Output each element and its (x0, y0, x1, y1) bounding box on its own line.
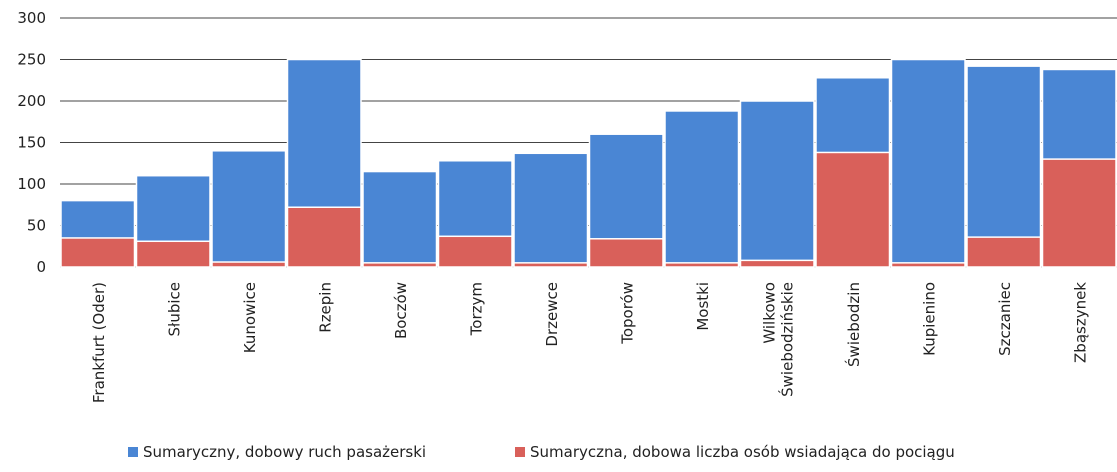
legend-swatch (515, 447, 525, 457)
bar (664, 262, 740, 268)
x-tick-label-group: Drzewce (543, 282, 561, 347)
y-tick-label: 300 (17, 9, 46, 27)
bar (362, 262, 438, 268)
x-tick-label: WilkowoŚwiebodzińskie (760, 282, 796, 397)
x-tick-label: Zbąszynek (1071, 282, 1089, 363)
bar (513, 262, 589, 268)
x-tick-label-group: Rzepin (316, 282, 334, 333)
x-tick-label: Słubice (165, 282, 183, 336)
legend-label: Sumaryczny, dobowy ruch pasażerski (143, 443, 426, 461)
bar (966, 236, 1042, 268)
bar (890, 262, 966, 268)
y-tick-label: 200 (17, 92, 46, 110)
x-tick-label: Toporów (618, 282, 636, 345)
x-tick-label-group: Toporów (618, 282, 636, 345)
x-tick-label-group: Boczów (392, 282, 410, 339)
x-tick-label: Kunowice (241, 282, 259, 353)
x-tick-label-group: Mostki (694, 282, 712, 331)
bar (739, 259, 815, 268)
x-tick-label: Kupienino (920, 282, 938, 356)
x-tick-label-group: Kunowice (241, 282, 259, 353)
x-tick-label-group: WilkowoŚwiebodzińskie (760, 282, 796, 397)
x-tick-label: Drzewce (543, 282, 561, 347)
x-tick-label-group: Kupienino (920, 282, 938, 356)
x-tick-label: Frankfurt (Oder) (90, 282, 108, 403)
x-tick-label: Szczaniec (996, 282, 1014, 356)
y-tick-label: 0 (36, 258, 46, 276)
x-tick-label: Torzym (467, 282, 485, 336)
y-tick-label: 250 (17, 51, 46, 69)
legend-label: Sumaryczna, dobowa liczba osób wsiadając… (530, 443, 955, 461)
x-tick-label: Mostki (694, 282, 712, 331)
x-tick-label-group: Torzym (467, 282, 485, 336)
bar (286, 206, 362, 268)
bar (211, 150, 287, 268)
x-tick-label: Świebodzin (844, 282, 863, 367)
x-tick-label-group: Słubice (165, 282, 183, 336)
x-tick-label-group: Frankfurt (Oder) (90, 282, 108, 403)
y-tick-label: 150 (17, 134, 46, 152)
bar (211, 261, 287, 268)
bar (890, 58, 966, 268)
bar (588, 238, 664, 268)
y-tick-label: 100 (17, 175, 46, 193)
bar (815, 151, 891, 268)
bar (1041, 158, 1117, 268)
y-tick-label: 50 (27, 217, 46, 235)
x-tick-label-group: Szczaniec (996, 282, 1014, 356)
x-tick-label-group: Zbąszynek (1071, 282, 1089, 363)
x-tick-label: Boczów (392, 282, 410, 339)
bar (60, 237, 136, 268)
bar (362, 170, 438, 268)
bar (966, 65, 1042, 268)
bar (739, 100, 815, 268)
bar (664, 110, 740, 268)
x-tick-label-group: Świebodzin (844, 282, 863, 367)
bar (513, 152, 589, 268)
bar (135, 240, 211, 268)
x-tick-label: Rzepin (316, 282, 334, 333)
legend-swatch (128, 447, 138, 457)
bar (437, 235, 513, 268)
